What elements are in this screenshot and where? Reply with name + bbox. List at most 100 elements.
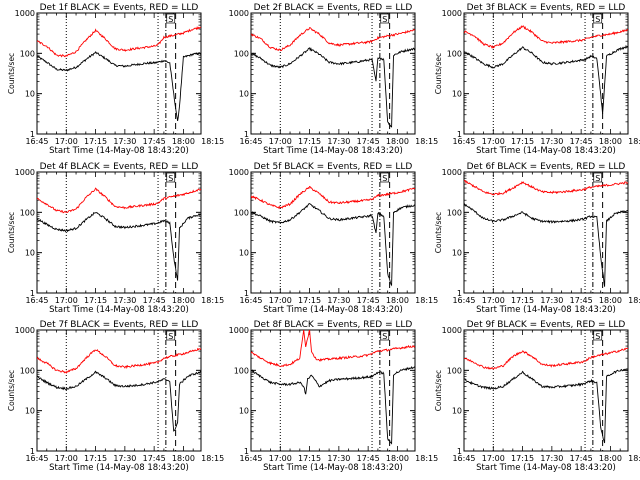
annotation-label: S [382, 332, 387, 341]
y-tick-label: 1000 [442, 168, 462, 177]
x-tick-label: 17:00 [55, 454, 78, 463]
x-tick-label: 18:00 [599, 137, 622, 146]
x-tick-label: 17:00 [269, 137, 292, 146]
panel-title: Det 3f BLACK = Events, RED = LLD [467, 3, 626, 13]
annotation-label: S [168, 332, 173, 341]
y-axis-label: Counts/sec [7, 212, 16, 253]
x-tick-label: 18:15 [415, 296, 438, 305]
y-tick-label: 10 [452, 249, 462, 258]
x-tick-label: 17:30 [540, 454, 563, 463]
x-tick-label: 17:45 [357, 296, 380, 305]
detector-panel: Det 3f BLACK = Events, RED = LLD 1 10 100 10… [434, 3, 640, 156]
x-tick-label: 17:30 [113, 296, 136, 305]
x-tick-label: 17:00 [482, 296, 505, 305]
annotation-box [166, 330, 176, 341]
plot-frame [36, 171, 202, 294]
x-tick-label: 17:15 [511, 137, 534, 146]
y-tick-label: 1000 [15, 326, 35, 335]
detector-panel: Det 6f BLACK = Events, RED = LLD 1 10 100 10… [434, 162, 640, 315]
y-tick-label: 1000 [442, 9, 462, 18]
x-tick-label: 17:15 [84, 137, 107, 146]
x-axis-label: Start Time (14-May-08 18:43:20) [263, 305, 403, 315]
y-tick-label: 10 [25, 90, 35, 99]
x-tick-label: 16:45 [452, 137, 475, 146]
y-tick-label: 1 [457, 447, 462, 456]
y-tick-label: 100 [234, 366, 249, 375]
y-tick-label: 10 [25, 249, 35, 258]
x-tick-label: 17:30 [540, 296, 563, 305]
x-tick-label: 18:15 [201, 454, 224, 463]
lld-series-line [464, 180, 628, 196]
x-tick-label: 18:15 [415, 454, 438, 463]
plot-frame [463, 12, 629, 135]
panel-title: Det 9f BLACK = Events, RED = LLD [467, 320, 626, 330]
x-tick-label: 17:30 [327, 454, 350, 463]
x-tick-label: 17:15 [511, 296, 534, 305]
x-axis-label: Start Time (14-May-08 18:43:20) [49, 305, 189, 315]
x-tick-label: 16:45 [239, 454, 262, 463]
y-tick-label: 100 [20, 49, 35, 58]
plot-frame [36, 329, 202, 452]
x-tick-label: 17:45 [143, 454, 166, 463]
x-tick-label: 17:45 [570, 296, 593, 305]
y-tick-label: 1 [244, 289, 249, 298]
y-tick-label: 1000 [229, 168, 249, 177]
y-tick-label: 1000 [229, 326, 249, 335]
x-tick-label: 17:30 [113, 454, 136, 463]
detector-panel: Det 9f BLACK = Events, RED = LLD 1 10 100 10… [434, 320, 640, 473]
annotation-box [380, 172, 390, 183]
x-tick-label: 16:45 [239, 296, 262, 305]
x-tick-label: 17:00 [55, 296, 78, 305]
x-tick-label: 17:45 [570, 454, 593, 463]
x-tick-label: 18:00 [386, 137, 409, 146]
x-axis-label: Start Time (14-May-08 18:43:20) [49, 146, 189, 156]
x-tick-label: 17:15 [298, 296, 321, 305]
x-tick-label: 16:45 [239, 137, 262, 146]
annotation-box [380, 13, 390, 24]
y-tick-label: 100 [447, 208, 462, 217]
plot-frame [463, 171, 629, 294]
x-tick-label: 17:15 [84, 454, 107, 463]
annotation-box [380, 330, 390, 341]
events-series-line [464, 202, 628, 287]
x-tick-label: 18:15 [628, 137, 640, 146]
detector-panel: Det 7f BLACK = Events, RED = LLD 1 10 100 10… [7, 320, 224, 473]
lld-series-line [37, 347, 201, 374]
y-tick-label: 1000 [15, 9, 35, 18]
lld-series-line [37, 26, 201, 58]
detector-panel: Det 5f BLACK = Events, RED = LLD 1 10 100 10… [229, 162, 439, 315]
y-tick-label: 1 [30, 289, 35, 298]
x-tick-label: 18:15 [201, 137, 224, 146]
x-tick-label: 18:15 [415, 137, 438, 146]
plot-frame [463, 329, 629, 452]
annotation-label: S [595, 174, 600, 183]
annotation-box [593, 13, 603, 24]
y-tick-label: 1 [244, 130, 249, 139]
y-tick-label: 1 [30, 447, 35, 456]
y-axis-label: Counts/sec [434, 53, 443, 94]
y-tick-label: 1000 [442, 326, 462, 335]
y-tick-label: 1 [30, 130, 35, 139]
x-tick-label: 17:15 [298, 137, 321, 146]
x-tick-label: 18:15 [628, 296, 640, 305]
x-tick-label: 18:00 [386, 454, 409, 463]
x-tick-label: 17:15 [511, 454, 534, 463]
x-tick-label: 18:00 [599, 296, 622, 305]
y-axis-label: Counts/sec [7, 53, 16, 94]
x-tick-label: 17:30 [540, 137, 563, 146]
panel-title: Det 1f BLACK = Events, RED = LLD [40, 3, 199, 13]
events-series-line [251, 203, 415, 287]
y-tick-label: 100 [20, 366, 35, 375]
x-tick-label: 18:00 [172, 137, 195, 146]
x-axis-label: Start Time (14-May-08 18:43:20) [263, 463, 403, 473]
x-tick-label: 16:45 [452, 454, 475, 463]
x-axis-label: Start Time (14-May-08 18:43:20) [476, 146, 616, 156]
y-axis-label: Counts/sec [7, 370, 16, 411]
events-series-line [464, 44, 628, 114]
x-tick-label: 17:30 [327, 296, 350, 305]
plot-frame [36, 12, 202, 135]
events-series-line [37, 51, 201, 121]
panel-title: Det 4f BLACK = Events, RED = LLD [40, 162, 199, 172]
x-tick-label: 17:00 [269, 296, 292, 305]
